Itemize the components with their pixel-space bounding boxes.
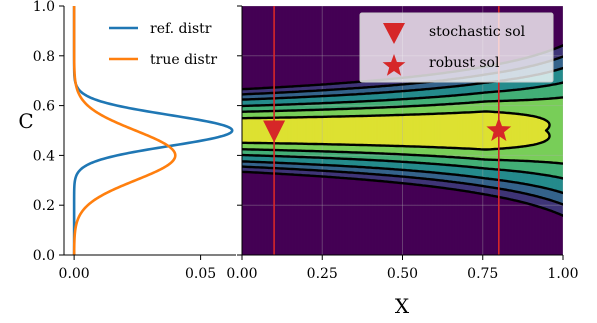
left-y-tick-label: 0.6 [33,99,55,115]
legend-label-true-distr: true distr [150,52,217,68]
left-x-ticks: 0.00 0.05 [59,255,217,282]
left-x-tick-label: 0.00 [59,266,90,282]
left-x-tick-label: 0.05 [185,266,216,282]
left-y-tick-label: 1.0 [33,0,55,15]
contour-panel: 0.00 0.25 0.50 0.75 1.00 X stochastic sol ro… [226,6,578,318]
left-y-axis-label: C [18,109,33,133]
legend-entry-ref-distr: ref. distr [109,21,212,37]
legend-label-ref-distr: ref. distr [150,21,212,37]
legend-entry-true-distr: true distr [109,52,217,68]
left-y-ticks: 0.0 0.2 0.4 0.6 0.8 1.0 [33,0,64,264]
left-y-tick-label: 0.2 [33,198,55,214]
distribution-lines [74,6,232,255]
left-y-tick-label: 0.8 [33,49,55,65]
series-line-ref-distr [74,6,232,255]
left-y-tick-label: 0.0 [33,248,55,264]
series-line-true-distr [74,6,175,255]
left-legend: ref. distr true distr [109,21,217,68]
distribution-panel: 0.0 0.2 0.4 0.6 0.8 1.0 0.00 0.05 C ref. distr… [18,0,236,282]
left-y-tick-label: 0.4 [33,148,55,164]
